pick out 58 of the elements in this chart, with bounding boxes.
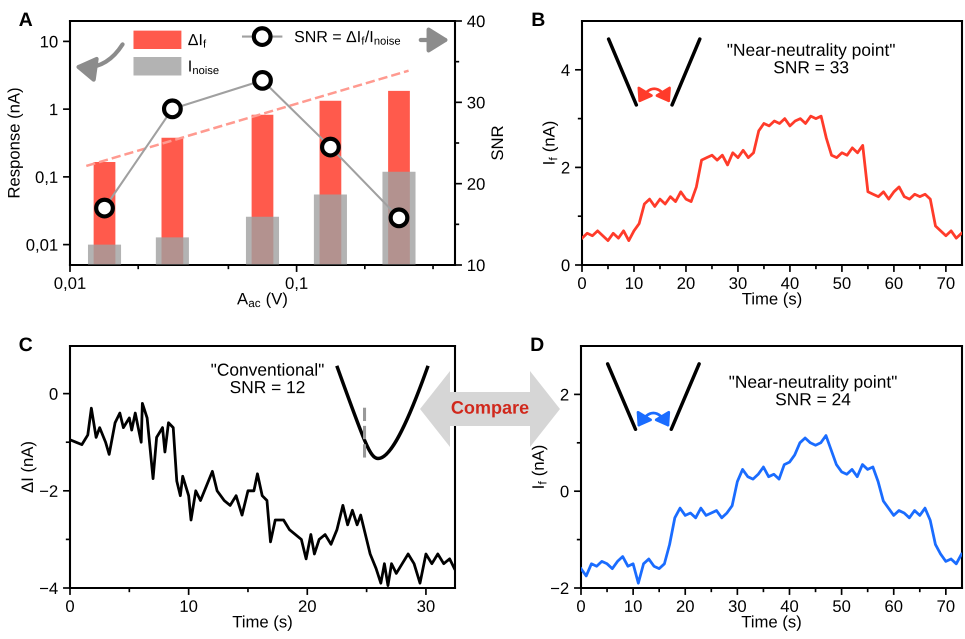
y-tick-label: 2	[562, 162, 570, 174]
y2-axis-title: SNR	[491, 126, 504, 160]
y-tick-label: 0,01	[26, 239, 58, 253]
y-tick-label: 4	[561, 64, 570, 76]
x-tick-label: 20	[676, 600, 694, 612]
x-tick-label: 30	[417, 600, 435, 612]
x-tick-label: 0,1	[286, 277, 308, 292]
annotation: "Conventional" SNR = 12	[211, 363, 324, 394]
y-tick-label: 0,1	[36, 171, 58, 186]
legend-label: SNR = ΔI$_{f}$/I$_{noise}$	[294, 30, 400, 45]
x-tick-label: 20	[678, 277, 695, 290]
x-tick-label: 10	[626, 277, 643, 290]
x-axis-title: Time (s)	[232, 615, 292, 631]
x-tick-label: 0	[577, 600, 585, 612]
x-tick-label: 30	[729, 277, 747, 290]
x-tick-label: 40	[781, 277, 799, 290]
legend-label: ΔI$_{f}$	[188, 34, 206, 48]
y-axis-title: ΔI (nA)	[20, 442, 36, 492]
y-tick-label: 10	[40, 36, 58, 48]
chart-title: C	[20, 337, 32, 352]
x-tick-label: 10	[180, 600, 198, 612]
x-tick-label: 10	[625, 600, 642, 612]
x-tick-label: 60	[885, 277, 903, 290]
x-axis-title: A$_{ac}$ (V)	[237, 292, 287, 308]
x-tick-label: 30	[728, 600, 746, 612]
x-tick-label: 60	[885, 600, 902, 612]
x-tick-label: 50	[833, 600, 850, 612]
y-tick-label: 0	[50, 388, 58, 400]
x-tick-label: 70	[937, 600, 954, 612]
y-tick-label: −2	[40, 485, 58, 497]
x-tick-label: 0	[66, 600, 74, 612]
y-axis-title: Response (nA)	[7, 88, 23, 198]
annotation: "Near-neutrality point" SNR = 33	[728, 43, 895, 74]
y2-tick-label: 20	[468, 178, 485, 190]
y-axis-title: I$_{f}$ (nA)	[532, 446, 548, 488]
y-tick-label: 0	[562, 259, 570, 272]
chart-title: B	[532, 12, 544, 26]
x-tick-label: 0	[578, 277, 586, 290]
y-tick-label: −2	[551, 582, 568, 594]
y-tick-label: 2	[560, 388, 568, 400]
annotation: Compare	[452, 401, 529, 418]
x-tick-label: 50	[833, 277, 851, 290]
y-tick-label: −4	[40, 582, 58, 594]
legend-label: I$_{noise}$	[189, 60, 219, 74]
y-tick-label: 1	[50, 104, 58, 116]
x-tick-label: 40	[780, 600, 798, 612]
y-tick-label: 0	[560, 486, 569, 498]
chart-title: A	[19, 12, 32, 26]
chart-title: D	[531, 338, 544, 352]
annotation: "Near-neutrality point" SNR = 24	[729, 375, 897, 406]
y2-tick-label: 30	[467, 96, 485, 109]
y-axis-title: I$_{f}$ (nA)	[542, 122, 558, 164]
x-axis-title: Time (s)	[742, 615, 801, 631]
x-tick-label: 70	[937, 277, 955, 290]
x-axis-title: Time (s)	[742, 292, 802, 308]
y2-tick-label: 10	[468, 259, 485, 272]
y2-tick-label: 40	[467, 15, 485, 28]
x-tick-label: 20	[298, 600, 316, 612]
